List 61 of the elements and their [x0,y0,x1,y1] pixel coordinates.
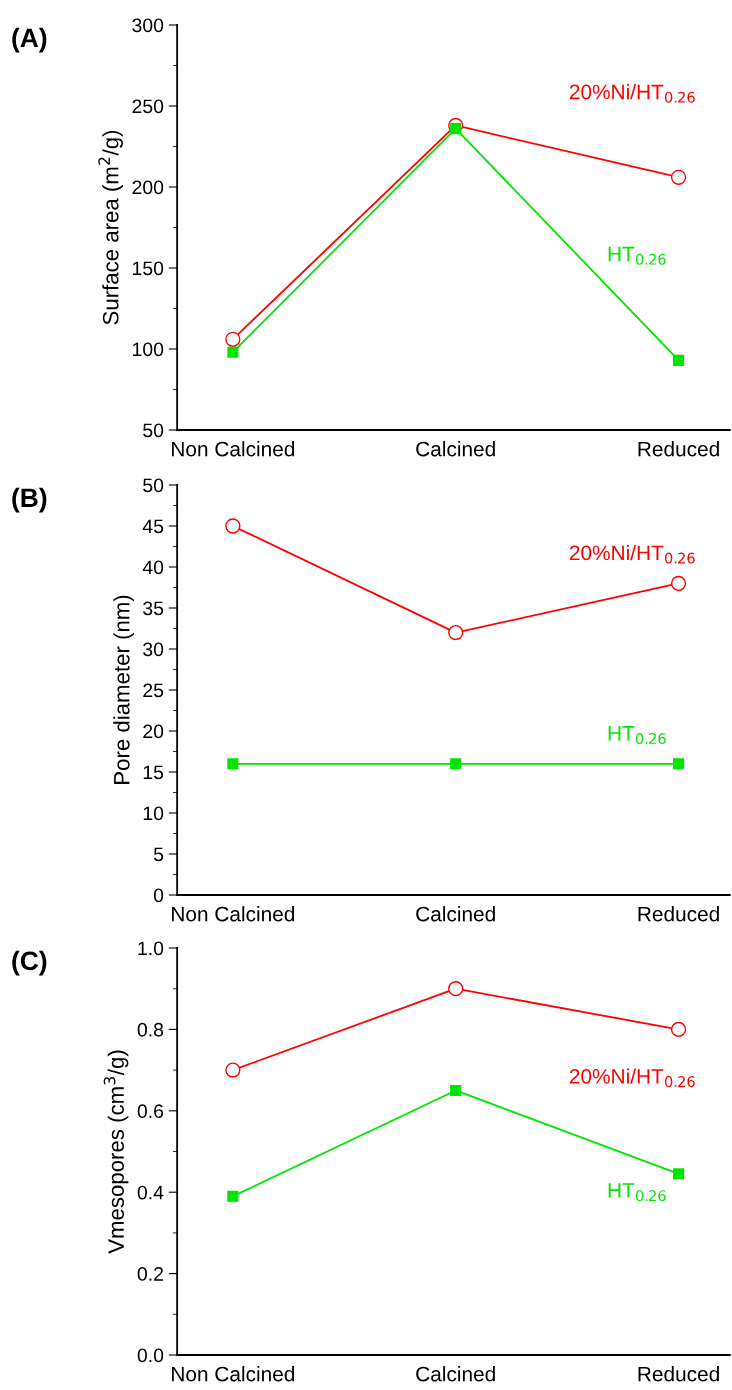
chart-title: (A) [12,27,47,53]
y-tick-label: 200 [132,180,164,195]
point [227,346,239,358]
point [672,354,685,366]
y-tick-label: 0 [153,888,164,903]
point [672,758,685,770]
y-tick-label: 50 [143,478,164,493]
point [450,123,462,135]
y-tick-label: 100 [132,342,164,357]
y-tick-label: 20 [143,724,164,739]
point [225,331,241,347]
x-tick-label: Non Calcined [172,906,295,922]
x-tick-label: Reduced [638,441,719,457]
point [227,1190,239,1202]
x-tick-label: Non Calcined [172,1366,295,1382]
y-tick-label: 25 [143,683,164,698]
y-tick-label: 0.2 [137,1267,163,1281]
point [448,981,464,997]
y-axis-title: Surface area (m$^{2}$/g) [98,130,123,325]
point [225,1062,241,1078]
point [225,518,241,534]
y-tick-label: 50 [143,423,164,438]
text: 20%Ni/HT$_{0.26}$ [569,84,695,103]
y-tick-label: 40 [142,560,164,575]
point [670,1021,687,1038]
series-label: HT$_{0.26}$ [608,1183,666,1202]
x-tick-label: Calcined [416,906,495,922]
y-axis-title: Pore diameter (nm) [113,595,134,784]
chart-title: (B) [12,487,47,513]
point [450,758,462,770]
y-tick-label: 0.0 [137,1348,164,1363]
y-tick-label: 30 [143,642,164,657]
y-tick-label: 0.4 [137,1185,164,1200]
y-tick-label: 15 [143,765,164,780]
x-tick-label: Reduced [638,906,719,922]
y-tick-label: 0.8 [137,1022,164,1037]
y-tick-label: 5 [153,847,164,862]
series-label: HT$_{0.26}$ [608,246,666,265]
point [670,575,687,592]
y-tick-label: 250 [132,99,164,114]
y-tick-label: 35 [143,601,164,616]
y-tick-label: 150 [132,261,164,276]
y-tick-label: 300 [132,18,164,33]
series-label: 20%Ni/HT$_{0.26}$ [569,544,695,564]
point [670,169,687,185]
series-label: HT$_{0.26}$ [608,726,666,745]
point [448,624,464,641]
chart-title: (C) [12,950,47,976]
y-axis-title: Vmesopores (cm$^{3}$/g) [103,1050,129,1254]
y-tick-label: 0.6 [137,1104,164,1119]
x-tick-label: Reduced [638,1366,719,1382]
point [672,1168,685,1180]
series-label: 20%Ni/HT$_{0.26}$ [569,1068,695,1088]
x-tick-label: Calcined [416,1366,495,1382]
y-tick-label: 1.0 [138,941,164,956]
x-tick-label: Calcined [416,441,495,457]
point [227,758,239,770]
point [450,1084,462,1097]
y-tick-label: 10 [143,806,164,821]
y-tick-label: 45 [142,519,164,534]
x-tick-label: Non Calcined [172,441,295,457]
